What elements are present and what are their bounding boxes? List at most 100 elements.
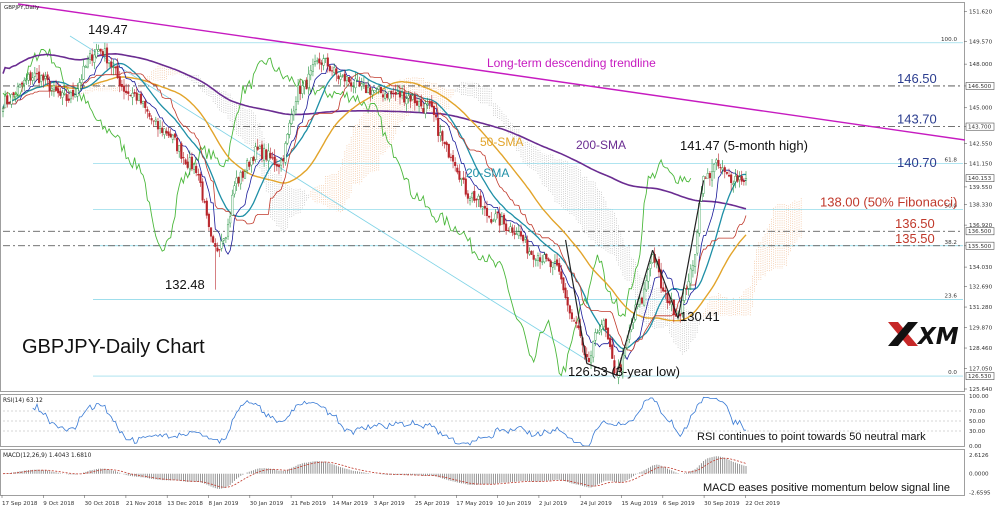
candle-body [708,173,711,179]
low-130-41-label: 130.41 [680,309,720,324]
y-price-marker [965,372,995,380]
candle-body [377,86,380,90]
candle-body [333,67,336,73]
x-tick-label: 24 Jul 2019 [580,501,612,507]
candle-body [243,171,247,179]
y-price-marker [965,174,995,183]
candle-body [360,83,363,87]
candle-body [732,183,735,186]
candle-body [224,237,227,239]
candle-body [314,61,317,65]
diagonal-fib-line [69,35,591,363]
fib-label: 100.0 [941,37,957,43]
candle-body [305,79,308,90]
candle-body [252,156,255,162]
candle-body [485,207,489,216]
candle-body [148,113,151,117]
candle-body [415,100,419,106]
three-year-low-label: 126.53 (3-year low) [568,364,680,379]
candle-body [458,170,461,180]
y-price-marker-label: 126.530 [968,374,992,380]
candle-body [16,86,19,95]
candle-body [664,290,667,292]
candle-body [713,163,716,172]
candle-body [479,195,482,208]
candle-body [413,95,416,104]
macd-annotation: MACD eases positive momentum below signa… [703,482,950,494]
candle-body [144,101,147,108]
candle-body [564,287,567,299]
candle-body [449,156,452,158]
candle-body [685,288,688,290]
y-tick-label: 142.550 [969,141,993,147]
x-tick-label: 25 Apr 2019 [415,501,450,507]
rsi-pane-frame [0,394,965,447]
candle-body [736,175,739,182]
candle-body [568,305,571,314]
candle-body [609,337,612,347]
x-tick-label: 21 Nov 2018 [126,501,162,507]
candle-body [592,341,595,358]
candle-body [715,159,718,163]
candle-body [203,201,206,203]
candle-body [93,54,96,63]
candle-body [116,65,119,78]
candle-body [744,177,748,181]
candle-body [271,157,274,159]
candle-body [710,171,714,181]
candle-body [282,158,285,162]
candle-body [488,215,491,218]
candle-body [390,90,393,94]
candle-body [167,131,170,136]
candle-body [613,360,616,374]
candle-body [373,90,376,93]
candle-body [65,94,68,101]
candle-body [666,292,669,304]
support-resistance-lines [3,85,963,247]
y-tick-label: 125.640 [969,387,993,393]
candle-body [152,120,155,122]
candle-body [114,66,117,69]
long-term-descending-trendline [17,3,965,141]
candle-body [216,247,219,252]
fib-label: 23.6 [945,294,958,300]
y-tick-label: 138.330 [969,203,993,209]
candle-body [398,91,402,98]
candle-body [640,297,644,304]
macd-tick-label: 2.6126 [969,453,989,459]
candle-body [594,332,597,341]
candle-body [371,90,374,95]
candle-body [1,108,5,112]
candle-body [553,261,556,263]
x-tick-label: 9 Oct 2018 [43,501,74,507]
candle-body [519,231,523,237]
candle-body [420,99,423,107]
candle-body [290,114,293,124]
candle-body [364,84,368,94]
candle-body [443,141,446,145]
candle-body [723,167,726,173]
candle-body [108,62,111,64]
candle-body [437,118,440,136]
candle-body [694,254,697,267]
candle-body [31,77,34,81]
candle-body [409,94,412,102]
candle-body [156,121,160,130]
candle-body [27,74,30,81]
candle-body [570,312,573,319]
candle-body [265,149,268,160]
candle-body [539,257,542,262]
candle-body [626,340,629,348]
candle-body [59,90,62,96]
candle-body [199,173,202,184]
candle-body [231,194,234,216]
candle-body [8,101,11,104]
level-label: 138.00 (50% Fibonacci) [820,194,957,209]
wave-pattern-lines [564,180,705,376]
candle-body [195,165,198,174]
candle-body [309,70,312,76]
rsi-annotation: RSI continues to point towards 50 neutra… [697,431,926,443]
candle-body [339,76,342,80]
y-price-marker-label: 146.500 [968,84,992,90]
